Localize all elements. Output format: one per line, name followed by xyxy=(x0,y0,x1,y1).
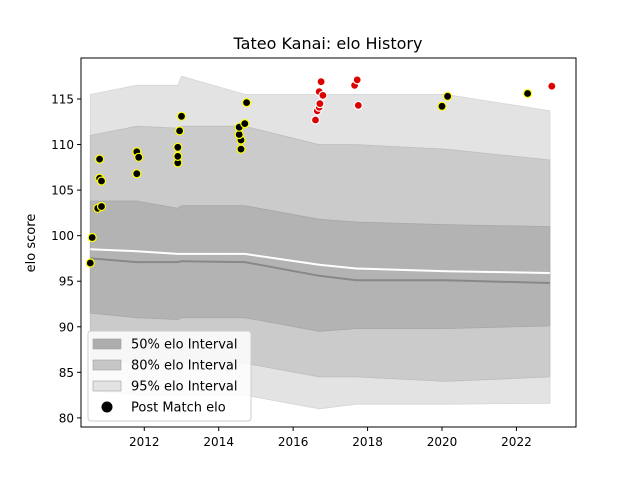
y-tick-label: 105 xyxy=(51,184,74,198)
post-match-elo-point xyxy=(443,91,453,101)
post-match-elo-loss-point xyxy=(315,98,325,109)
y-tick-label: 110 xyxy=(51,138,74,152)
legend-swatch xyxy=(92,380,122,392)
plot-area xyxy=(85,75,557,410)
y-tick-label: 85 xyxy=(59,366,74,380)
legend-label: 80% elo Interval xyxy=(131,359,238,374)
post-match-elo-point xyxy=(236,144,246,154)
legend-label: Post Match elo xyxy=(131,401,226,416)
post-match-elo-loss-point xyxy=(353,100,363,111)
legend-swatch xyxy=(92,338,122,350)
legend-label: 50% elo Interval xyxy=(131,338,238,353)
post-match-elo-point xyxy=(173,142,183,152)
y-tick-label: 80 xyxy=(59,411,74,425)
legend-swatch xyxy=(92,359,122,371)
axes: 2012 2014 2016 2018 2020 2022 80 85 90 95 100 105 11… xyxy=(51,57,577,449)
y-axis-label: elo score xyxy=(24,214,39,273)
legend: 50% elo Interval 80% elo Interval 95% elo … xyxy=(87,330,252,422)
post-match-elo-point xyxy=(240,118,250,129)
median-elo-line xyxy=(90,257,550,284)
post-match-elo-point xyxy=(132,169,142,179)
post-match-elo-point xyxy=(96,201,107,212)
post-match-elo-loss-point xyxy=(318,90,328,101)
post-match-elo-loss-point xyxy=(352,75,362,85)
x-tick-label: 2012 xyxy=(129,435,160,449)
post-match-elo-point xyxy=(85,258,95,268)
post-match-elo-point xyxy=(437,101,447,111)
post-match-elo-point xyxy=(94,154,105,164)
axes-frame xyxy=(80,57,577,428)
post-match-elo-point xyxy=(242,97,252,108)
x-tick-label: 2014 xyxy=(203,435,234,449)
y-tick-label: 95 xyxy=(59,275,74,289)
band-50-interval xyxy=(89,200,551,332)
x-tick-label: 2016 xyxy=(278,435,309,449)
legend-label: 95% elo Interval xyxy=(131,380,238,395)
x-tick-label: 2020 xyxy=(427,435,458,449)
y-tick-label: 90 xyxy=(59,320,74,334)
post-match-elo-point xyxy=(176,111,187,121)
post-match-elo-point xyxy=(175,126,185,136)
post-match-elo-loss-point xyxy=(547,81,557,91)
x-tick-label: 2018 xyxy=(352,435,383,449)
post-match-elo-point xyxy=(87,232,97,243)
y-tick-label: 115 xyxy=(51,93,74,107)
post-match-elo-point xyxy=(134,152,144,162)
legend-marker xyxy=(101,401,113,413)
chart-title: Tateo Kanai: elo History xyxy=(233,34,423,53)
post-match-elo-point xyxy=(522,88,533,99)
post-match-elo-loss-point xyxy=(310,115,321,125)
post-match-elo-point xyxy=(173,151,183,161)
post-match-elo-loss-point xyxy=(316,77,326,87)
x-tick-label: 2022 xyxy=(501,435,532,449)
mean-elo-line xyxy=(90,248,550,274)
post-match-elo-point xyxy=(96,176,107,186)
y-tick-label: 100 xyxy=(51,229,74,243)
legend-box xyxy=(87,330,252,422)
